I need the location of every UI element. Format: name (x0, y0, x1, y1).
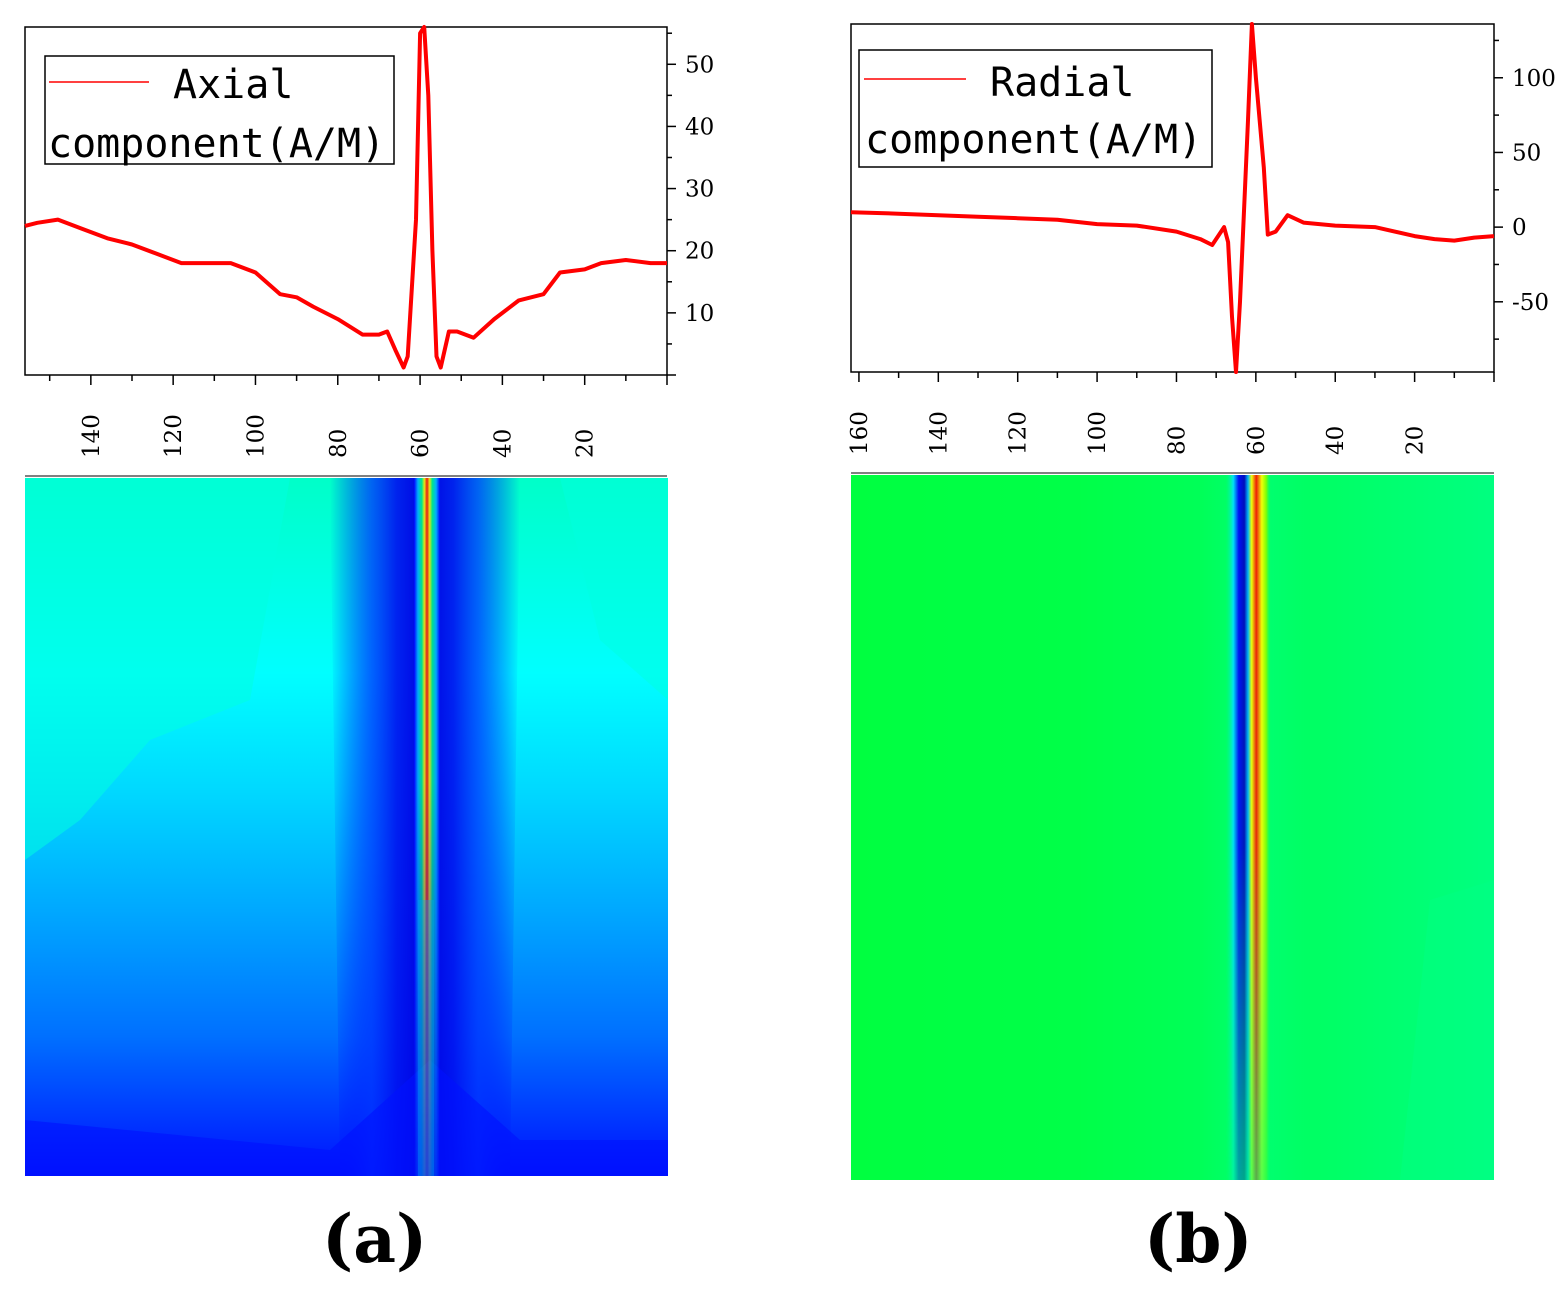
heatmap-a-left-cyan-lobe (25, 478, 290, 860)
panel-b: 100 50 0 -50 160 140 120 100 80 60 40 20 Radial co… (847, 22, 1556, 1278)
plot-b-x-tick-labels: 160 140 120 100 80 60 40 20 (847, 411, 1494, 474)
x-tick-label: 120 (161, 414, 187, 458)
y-tick-label: 20 (685, 239, 714, 265)
y-tick-label: 30 (685, 177, 714, 203)
panel-a: 10 20 30 40 50 140 120 100 80 60 40 20 Axial compo… (24, 25, 714, 1278)
heatmap-b-lower-right-tint (1400, 880, 1494, 1180)
plot-b-y-axis: 100 50 0 -50 (1494, 39, 1556, 340)
plot-a-y-axis: 10 20 30 40 50 (667, 32, 714, 376)
panel-a-label: (a) (322, 1200, 427, 1278)
heatmap-a (25, 478, 668, 1176)
legend-b: Radial component(A/M) (858, 49, 1213, 168)
plot-a-x-tick-labels: 140 120 100 80 60 40 20 (25, 414, 667, 477)
legend-a: Axial component(A/M) (44, 55, 395, 167)
heatmap-b-background (851, 475, 1494, 1180)
x-tick-label: 100 (244, 414, 270, 458)
legend-a-box (44, 55, 395, 165)
x-tick-label: 80 (1165, 426, 1191, 455)
y-tick-label: 50 (685, 52, 714, 78)
x-tick-label: 140 (926, 411, 952, 455)
x-tick-label: 100 (1085, 411, 1111, 455)
x-tick-label: 60 (1244, 426, 1270, 455)
x-tick-label: 20 (1403, 426, 1429, 455)
legend-b-box (858, 49, 1213, 168)
x-tick-label: 20 (573, 429, 599, 458)
y-tick-label: 0 (1512, 215, 1527, 241)
x-tick-label: 80 (326, 429, 352, 458)
y-tick-label: 10 (685, 301, 714, 327)
y-tick-label: 40 (685, 114, 714, 140)
series-axial-line (24, 25, 667, 370)
heatmap-a-peak-tail (418, 900, 434, 1176)
panel-b-label: (b) (1144, 1200, 1253, 1278)
y-tick-label: 50 (1512, 140, 1541, 166)
x-tick-label: 140 (79, 414, 105, 458)
plot-a-x-axis (48, 375, 668, 385)
x-tick-label: 120 (1006, 411, 1032, 455)
y-tick-label: -50 (1512, 290, 1549, 316)
heatmap-a-deep-blue-bottom (25, 1060, 668, 1176)
plot-b-x-axis (858, 372, 1495, 382)
x-tick-label: 40 (490, 429, 516, 458)
legend-a-line2: component(A/M) (48, 121, 385, 167)
x-tick-label: 60 (408, 429, 434, 458)
heatmap-a-right-cyan-lobe (560, 478, 668, 700)
heatmap-b (851, 475, 1494, 1180)
series-radial-line (850, 22, 1495, 374)
x-tick-label: 160 (847, 411, 873, 455)
x-tick-label: 40 (1323, 426, 1349, 455)
heatmap-b-dipole-stripe (1225, 475, 1271, 1180)
legend-a-line1: Axial (173, 62, 293, 108)
y-tick-label: 100 (1512, 66, 1556, 92)
legend-b-line1: Radial (990, 60, 1135, 106)
heatmap-a-peak-stripe (414, 478, 440, 1176)
legend-b-line2: component(A/M) (865, 117, 1202, 163)
